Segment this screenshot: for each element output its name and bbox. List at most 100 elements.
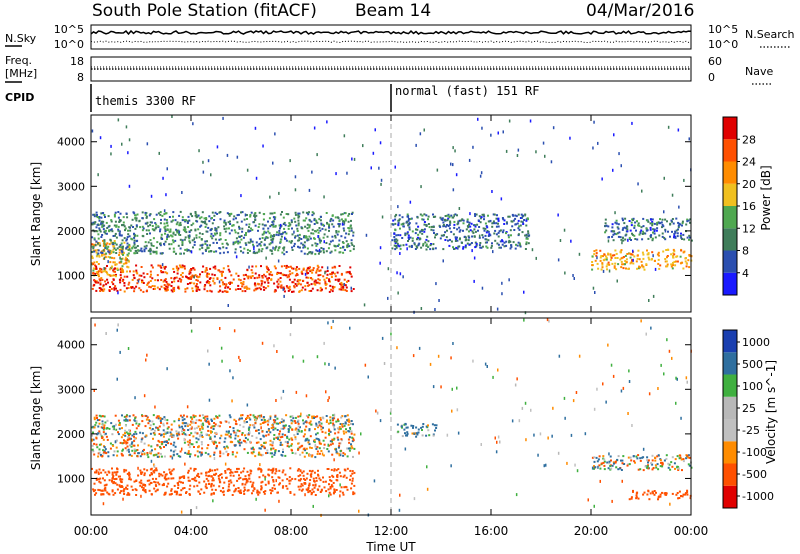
power-cell-1379 (252, 243, 254, 246)
power-cell-274 (262, 286, 265, 289)
velocity-cell-1197 (109, 442, 112, 445)
power-cell-2780 (612, 168, 614, 172)
velocity-cell-1651 (412, 426, 414, 429)
power-cell-1863 (447, 217, 450, 220)
velocity-cell-717 (93, 442, 96, 445)
power-cell-1597 (204, 248, 207, 251)
velocity-cell-939 (177, 455, 180, 458)
power-cell-1968 (490, 244, 493, 247)
power-cell-2587 (293, 230, 295, 234)
power-cell-663 (97, 275, 100, 278)
power-cell-1171 (306, 239, 309, 242)
velocity-cell-1836 (684, 492, 687, 495)
power-cell-137 (123, 282, 126, 284)
power-cell-1731 (155, 250, 158, 253)
velocity-cell-727 (299, 426, 301, 429)
velocity-cell-1620 (126, 419, 129, 422)
power-cell-2001 (425, 243, 428, 246)
velocity-cell-1209 (194, 431, 197, 434)
power-cell-601 (331, 266, 334, 269)
velocity-cell-1498 (140, 438, 143, 441)
power-cell-66 (202, 265, 205, 268)
power-cell-85 (105, 283, 108, 286)
power-cell-368 (164, 265, 167, 268)
power-cell-682 (108, 268, 111, 271)
power-cell-909 (268, 243, 271, 246)
velocity-cell-1246 (258, 451, 261, 454)
power-cell-1839 (464, 246, 467, 249)
power-cell-936 (270, 234, 273, 237)
power-cell-883 (163, 218, 166, 221)
velocity-cell-1817 (647, 459, 650, 462)
power-cell-1763 (444, 215, 447, 217)
power-cell-2231 (646, 249, 648, 252)
power-cell-377 (194, 274, 197, 277)
power-cell-406 (292, 281, 295, 284)
power-cell-1592 (104, 229, 107, 232)
power-cell-831 (97, 224, 100, 226)
velocity-cell-1503 (189, 423, 192, 426)
velocity-cell-1855 (665, 492, 668, 495)
power-cell-2541 (642, 217, 645, 220)
power-cell-2751 (492, 250, 494, 254)
power-cell-482 (129, 270, 131, 273)
power-cell-1408 (102, 228, 105, 231)
power-cell-940 (272, 220, 275, 223)
power-cell-1831 (417, 233, 420, 236)
velocity-cell-1582 (121, 414, 123, 417)
power-cell-1861 (527, 232, 530, 235)
velocity-cell-381 (143, 472, 146, 475)
power-cell-866 (303, 235, 306, 237)
velocity-cell-85 (346, 467, 349, 470)
power-cell-2117 (477, 219, 480, 222)
velocity-cell-1217 (121, 427, 123, 430)
power-cell-443 (308, 290, 311, 292)
velocity-cell-1961 (171, 456, 174, 460)
power-cell-1708 (342, 220, 345, 223)
velocity-cell-1027 (274, 419, 277, 422)
power-cell-1741 (91, 223, 94, 226)
velocity-cell-820 (181, 433, 184, 436)
freq-trace (91, 66, 691, 70)
power-cell-246 (338, 288, 341, 291)
power-cell-2061 (481, 245, 484, 248)
velocity-cell-1405 (303, 447, 306, 450)
power-cell-584 (189, 269, 192, 272)
power-cell-400 (150, 273, 152, 276)
power-cell-1602 (111, 230, 114, 233)
velocity-cell-1935 (389, 411, 392, 415)
velocity-cell-1621 (170, 428, 173, 431)
power-cell-105 (149, 275, 152, 278)
velocity-cell-1281 (315, 433, 317, 436)
power-cell-2525 (636, 220, 638, 223)
power-cell-1414 (346, 244, 349, 247)
power-cell-424 (170, 277, 173, 280)
velocity-cell-787 (174, 445, 177, 448)
power-cell-2229 (614, 262, 617, 265)
power-cell-373 (178, 264, 181, 267)
power-cell-924 (261, 237, 264, 239)
power-cell-902 (306, 247, 309, 250)
power-cell-1890 (447, 213, 450, 216)
power-cell-738 (107, 255, 110, 258)
velocity-cell-2050 (94, 323, 96, 327)
power-cell-1323 (195, 236, 198, 239)
velocity-cell-273 (114, 492, 117, 495)
velocity-cell-136 (126, 472, 129, 475)
power-cell-124 (298, 267, 301, 270)
velocity-cell-1431 (270, 447, 273, 450)
power-cell-643 (120, 267, 123, 270)
power-cell-2180 (501, 217, 504, 219)
power-cell-903 (294, 211, 297, 214)
power-cell-1189 (149, 232, 151, 235)
velocity-cell-1664 (413, 433, 416, 435)
velocity-cell-737 (329, 440, 332, 443)
power-cell-2376 (614, 249, 617, 252)
power-cell-157 (147, 281, 150, 284)
power-cell-1643 (228, 232, 231, 235)
power-cell-2475 (677, 228, 679, 231)
velocity-cell-1741 (663, 459, 666, 462)
velocity-cell-1433 (177, 437, 180, 440)
power-cell-2576 (569, 136, 571, 140)
velocity-cell-213 (301, 471, 304, 474)
